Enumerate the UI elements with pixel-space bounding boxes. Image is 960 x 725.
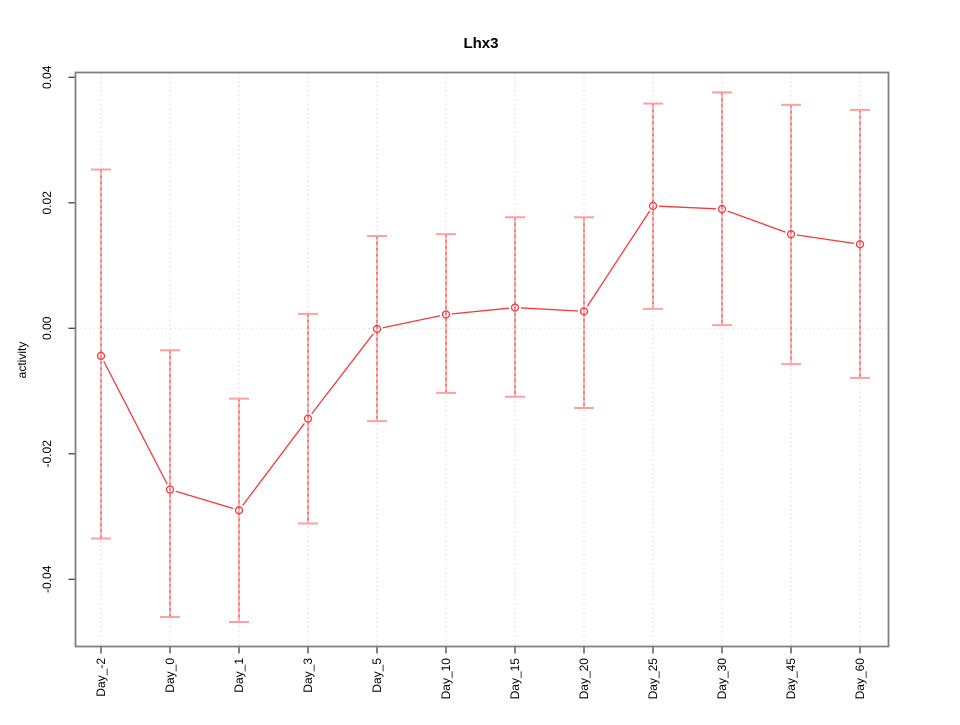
x-tick-label: Day_20 [577, 658, 591, 700]
series-segment [727, 210, 786, 233]
data-point-marker [579, 307, 589, 316]
data-point-marker [96, 351, 106, 361]
axis-ticks [68, 76, 861, 654]
data-point-marker [372, 324, 382, 334]
data-point-marker [234, 506, 244, 515]
y-tick-label: 0.02 [40, 191, 54, 215]
data-points [96, 201, 865, 515]
series-segment [242, 423, 305, 506]
x-tick-label: Day_0 [163, 658, 177, 693]
error-bars [91, 91, 870, 623]
y-tick-label: -0.04 [40, 565, 54, 593]
x-tick-label: Day_5 [370, 658, 384, 693]
data-point-marker [786, 230, 796, 239]
x-tick-label: Day_30 [715, 658, 729, 700]
x-tick-label: Day_60 [853, 658, 867, 700]
x-tick-label: Day_15 [508, 658, 522, 700]
chart-title: Lhx3 [463, 35, 498, 52]
series-line [103, 205, 855, 510]
y-tick-label: 0.04 [40, 65, 54, 89]
x-tick-label: Day_25 [646, 658, 660, 700]
series-segment [103, 360, 168, 485]
x-tick-label: Day_10 [439, 658, 453, 700]
series-segment [586, 210, 651, 307]
y-tick-label: 0.00 [40, 316, 54, 340]
series-segment [520, 307, 579, 312]
series-segment [451, 307, 510, 315]
plot-box [74, 71, 890, 648]
data-point-marker [717, 204, 727, 214]
data-point-marker [648, 201, 658, 211]
series-segment [175, 490, 234, 510]
x-tick-label: Day_-2 [94, 658, 108, 697]
tick-labels: -0.04 -0.02 0.00 0.02 0.04 Day_-2 Day_0 Day_1 Da… [40, 65, 867, 699]
data-point-marker [441, 310, 451, 319]
data-point-marker [855, 240, 865, 249]
x-tick-label: Day_45 [784, 658, 798, 700]
series-segment [796, 234, 855, 244]
data-point-marker [510, 303, 520, 312]
x-tick-label: Day_3 [301, 658, 315, 693]
series-segment [658, 205, 717, 210]
data-point-marker [165, 485, 175, 494]
gridlines [75, 72, 889, 647]
y-tick-label: -0.02 [40, 440, 54, 468]
x-tick-label: Day_1 [232, 658, 246, 693]
data-point-marker [303, 414, 313, 423]
y-axis-label: activity [15, 342, 29, 379]
series-segment [311, 333, 374, 415]
series-segment [382, 315, 441, 329]
